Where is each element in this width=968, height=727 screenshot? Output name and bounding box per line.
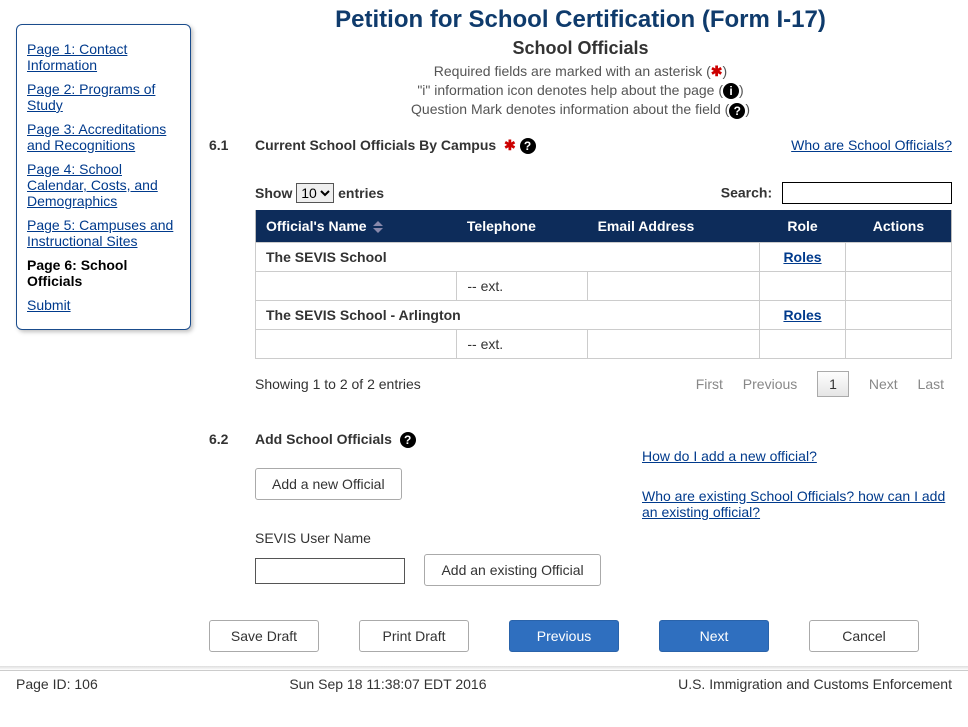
pager: First Previous 1 Next Last [688, 371, 952, 397]
who-are-officials-link[interactable]: Who are School Officials? [791, 137, 952, 153]
hint-required: Required fields are marked with an aster… [209, 63, 952, 80]
officials-table: Official's Name Telephone Email Address … [255, 210, 952, 359]
help-icon: ? [729, 103, 745, 119]
add-new-official-button[interactable]: Add a new Official [255, 468, 402, 500]
pager-page-1[interactable]: 1 [817, 371, 849, 397]
school-group-row: The SEVIS School Roles [256, 242, 952, 271]
previous-button[interactable]: Previous [509, 620, 619, 652]
footer-org: U.S. Immigration and Customs Enforcement [678, 676, 952, 692]
sidebar: Page 1: Contact Information Page 2: Prog… [16, 24, 191, 666]
roles-link[interactable]: Roles [783, 249, 821, 265]
school-name: The SEVIS School [256, 242, 760, 271]
save-draft-button[interactable]: Save Draft [209, 620, 319, 652]
cell-telephone: -- ext. [457, 329, 588, 358]
entries-select[interactable]: 10 [296, 183, 334, 203]
search-input[interactable] [782, 182, 952, 204]
sevis-username-input[interactable] [255, 558, 405, 584]
cell-telephone: -- ext. [457, 271, 588, 300]
help-icon[interactable]: ? [520, 138, 536, 154]
cell-email [588, 329, 760, 358]
table-row: -- ext. [256, 271, 952, 300]
info-icon: i [723, 83, 739, 99]
sidebar-item-page6[interactable]: Page 6: School Officials [27, 257, 127, 289]
search-label: Search: [721, 184, 772, 200]
footer-page-id: Page ID: 106 [16, 676, 98, 692]
help-icon[interactable]: ? [400, 432, 416, 448]
sidebar-item-page3[interactable]: Page 3: Accreditations and Recognitions [27, 121, 166, 153]
pager-prev[interactable]: Previous [743, 376, 797, 392]
cell-actions [846, 271, 952, 300]
required-icon: ✱ [504, 137, 516, 153]
sidebar-item-page1[interactable]: Page 1: Contact Information [27, 41, 127, 73]
hint-help: Question Mark denotes information about … [209, 101, 952, 118]
pager-next[interactable]: Next [869, 376, 898, 392]
section-6-1-number: 6.1 [209, 137, 255, 397]
sort-icon [373, 221, 383, 233]
pager-last[interactable]: Last [918, 376, 944, 392]
asterisk-icon: ✱ [711, 63, 723, 79]
cancel-button[interactable]: Cancel [809, 620, 919, 652]
col-telephone[interactable]: Telephone [457, 210, 588, 243]
cell-email [588, 271, 760, 300]
page-subtitle: School Officials [209, 38, 952, 59]
col-actions[interactable]: Actions [846, 210, 952, 243]
footer-timestamp: Sun Sep 18 11:38:07 EDT 2016 [289, 676, 486, 692]
pager-first[interactable]: First [696, 376, 723, 392]
roles-link[interactable]: Roles [783, 307, 821, 323]
footer: Page ID: 106 Sun Sep 18 11:38:07 EDT 201… [0, 670, 968, 700]
sidebar-item-page5[interactable]: Page 5: Campuses and Instructional Sites [27, 217, 173, 249]
cell-role [759, 329, 846, 358]
school-group-row: The SEVIS School - Arlington Roles [256, 300, 952, 329]
who-existing-link[interactable]: Who are existing School Officials? how c… [642, 488, 952, 520]
sidebar-item-page2[interactable]: Page 2: Programs of Study [27, 81, 155, 113]
sidebar-item-page4[interactable]: Page 4: School Calendar, Costs, and Demo… [27, 161, 158, 209]
col-role[interactable]: Role [759, 210, 846, 243]
col-email[interactable]: Email Address [588, 210, 760, 243]
sidebar-item-submit[interactable]: Submit [27, 297, 71, 313]
section-6-2-title: Add School Officials [255, 431, 392, 447]
cell-name [256, 329, 457, 358]
cell-actions [846, 329, 952, 358]
section-6-1-title: Current School Officials By Campus [255, 137, 496, 153]
school-name: The SEVIS School - Arlington [256, 300, 760, 329]
cell-role [759, 271, 846, 300]
next-button[interactable]: Next [659, 620, 769, 652]
how-add-new-link[interactable]: How do I add a new official? [642, 448, 952, 464]
table-info: Showing 1 to 2 of 2 entries [255, 376, 421, 392]
page-title: Petition for School Certification (Form … [209, 6, 952, 34]
cell-name [256, 271, 457, 300]
hint-info: "i" information icon denotes help about … [209, 82, 952, 99]
section-6-2-number: 6.2 [209, 431, 255, 586]
entries-control: Show 10 entries [255, 183, 384, 203]
col-name[interactable]: Official's Name [256, 210, 457, 243]
table-row: -- ext. [256, 329, 952, 358]
print-draft-button[interactable]: Print Draft [359, 620, 469, 652]
add-existing-official-button[interactable]: Add an existing Official [424, 554, 600, 586]
